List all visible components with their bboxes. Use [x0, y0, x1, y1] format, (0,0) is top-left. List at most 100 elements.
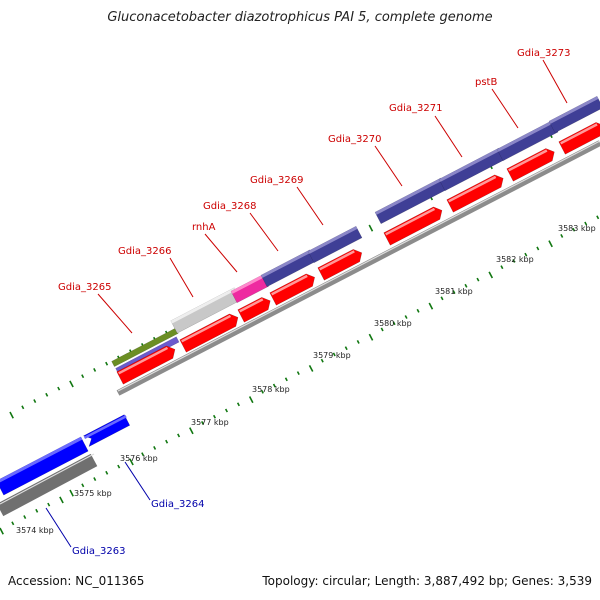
gene-blue-arrow-highlight: [83, 415, 127, 440]
tick-mark-lower: [320, 358, 324, 363]
gene-label-Gdia_3270[interactable]: Gdia_3270: [328, 134, 381, 145]
tick-mark-lower: [488, 271, 494, 279]
tick-mark-lower: [81, 483, 85, 488]
gene-reverse-cds[interactable]: [179, 313, 239, 353]
tick-mark-lower: [141, 452, 145, 457]
tick-mark-lower: [212, 414, 217, 419]
gene-label-rnhA[interactable]: rnhA: [192, 222, 216, 233]
map-title: Gluconacetobacter diazotrophicus PAI 5, …: [107, 10, 493, 25]
gene-blue-arrow[interactable]: [82, 414, 131, 448]
tick-mark-lower: [260, 389, 264, 394]
label-leader-line: [296, 186, 324, 226]
tick-mark-lower: [548, 240, 553, 248]
tick-mark-upper: [45, 392, 49, 397]
gene-reverse-cds-highlight: [319, 250, 355, 271]
tick-mark-lower: [368, 333, 374, 341]
label-leader-line: [491, 88, 519, 129]
label-leader-line: [97, 293, 133, 334]
tick-mark-lower: [524, 252, 528, 257]
tick-mark-upper: [21, 405, 25, 410]
tick-mark-upper: [105, 361, 109, 366]
backbone-upper-shine: [117, 140, 600, 392]
tick-mark-lower: [272, 383, 276, 388]
gene-label-Gdia_3265[interactable]: Gdia_3265: [58, 282, 111, 293]
tick-mark-lower: [0, 527, 4, 535]
gene-label-Gdia_3269[interactable]: Gdia_3269: [250, 175, 303, 186]
backbone-lower: [0, 453, 98, 517]
tick-mark-lower: [296, 371, 300, 376]
tick-mark-lower: [476, 277, 480, 282]
gene-label-pstB[interactable]: pstB: [475, 77, 497, 88]
gene-label-Gdia_3268[interactable]: Gdia_3268: [203, 201, 256, 212]
gene-reverse-cds-highlight: [508, 149, 548, 172]
tick-mark-lower: [464, 283, 468, 288]
tick-mark-lower: [23, 515, 27, 520]
gene-blue-cds-highlight: [0, 436, 83, 483]
gene-reverse-cds[interactable]: [558, 122, 600, 155]
gene-reverse-cds[interactable]: [446, 174, 504, 213]
gene-forward-cds-highlight: [438, 148, 501, 182]
backbone-upper: [116, 140, 600, 396]
tick-mark-upper: [9, 411, 14, 419]
gene-label-Gdia_3264[interactable]: Gdia_3264: [151, 499, 204, 510]
gene-reverse-cds[interactable]: [269, 273, 315, 306]
tick-mark-lower: [572, 227, 576, 232]
tick-mark-lower: [177, 433, 181, 438]
backbone-lower-shine: [0, 453, 95, 505]
gene-label-Gdia_3263[interactable]: Gdia_3263: [72, 546, 125, 557]
kbp-label: 3582 kbp: [496, 255, 534, 264]
gene-forward-cds-highlight: [496, 120, 554, 152]
tick-mark-upper: [81, 374, 85, 379]
tick-mark-lower: [236, 402, 240, 407]
gene-reverse-cds-highlight: [560, 123, 598, 145]
gene-reverse-cds[interactable]: [317, 249, 363, 281]
gene-forward-cds[interactable]: [496, 120, 559, 162]
gene-reverse-cds[interactable]: [237, 297, 271, 323]
tick-mark-lower: [536, 246, 540, 251]
gene-reverse-cds-highlight: [118, 346, 169, 375]
tick-mark-lower: [248, 396, 254, 404]
tick-mark-lower: [416, 308, 420, 313]
tick-mark-lower: [35, 508, 39, 513]
gene-pink-highlight: [230, 274, 265, 294]
kbp-label: 3578 kbp: [252, 385, 290, 394]
gene-forward-cds-highlight: [260, 249, 312, 278]
tick-mark-lower: [59, 496, 64, 504]
label-leader-line: [124, 461, 151, 501]
tick-mark-lower: [560, 234, 564, 238]
label-leader-line: [542, 59, 568, 104]
tick-mark-lower: [344, 346, 348, 351]
gene-label-Gdia_3266[interactable]: Gdia_3266: [118, 246, 171, 257]
gene-reverse-cds-highlight: [448, 175, 497, 203]
tick-mark-lower: [404, 315, 408, 319]
gene-reverse-cds[interactable]: [383, 206, 443, 246]
gene-reverse-cds-highlight: [239, 298, 264, 313]
tick-mark-lower: [512, 258, 516, 263]
tick-mark-upper: [69, 380, 74, 388]
kbp-label: 3575 kbp: [74, 489, 112, 498]
kbp-label: 3576 kbp: [120, 454, 158, 463]
gene-reverse-cds[interactable]: [506, 148, 555, 182]
tick-mark-lower: [308, 364, 314, 372]
tick-mark-lower: [392, 321, 396, 326]
tick-mark-lower: [440, 296, 444, 301]
gene-reverse-cds[interactable]: [116, 345, 176, 385]
tick-mark-lower: [284, 377, 288, 382]
label-leader-line: [45, 507, 72, 548]
tick-mark-upper: [93, 367, 97, 372]
tick-mark-lower: [428, 302, 434, 310]
tick-mark-lower: [93, 477, 97, 482]
gene-rrna[interactable]: [111, 327, 179, 367]
gene-reverse-cds-highlight: [385, 207, 436, 236]
tick-mark-upper: [57, 386, 61, 391]
tick-mark-lower: [105, 470, 109, 475]
gene-label-Gdia_3271[interactable]: Gdia_3271: [389, 103, 442, 114]
label-leader-line: [374, 145, 403, 187]
tick-mark-lower: [129, 458, 134, 466]
label-leader-line: [204, 233, 238, 273]
kbp-label: 3581 kbp: [435, 287, 473, 296]
gene-label-Gdia_3273[interactable]: Gdia_3273: [517, 48, 570, 59]
tick-mark-lower: [165, 439, 169, 444]
gene-gray-block-highlight: [170, 287, 236, 324]
